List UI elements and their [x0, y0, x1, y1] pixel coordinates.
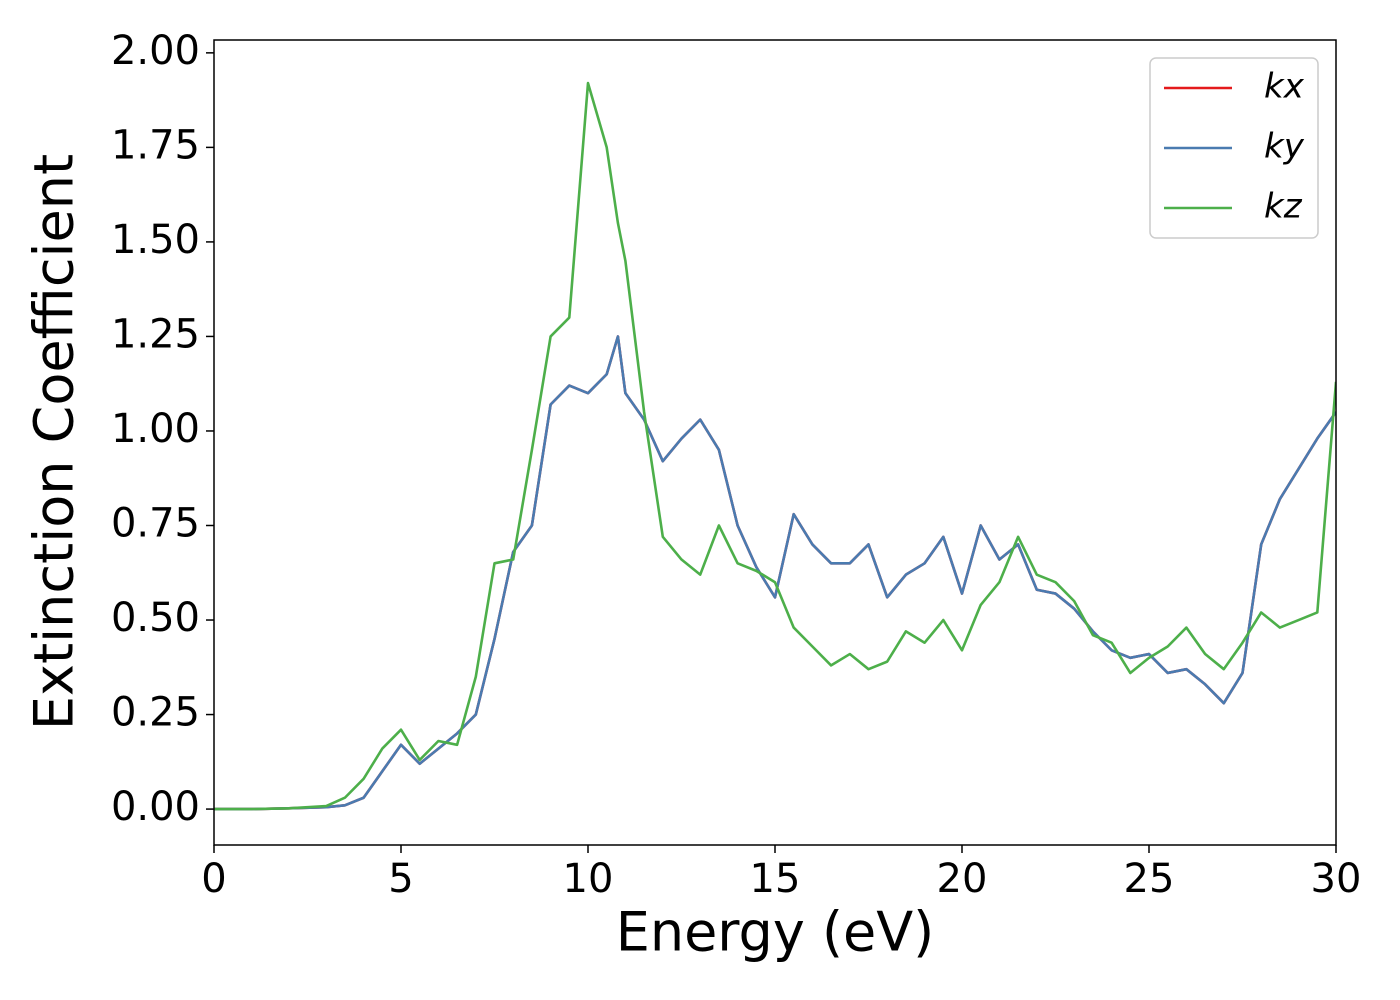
legend-label: kz — [1264, 187, 1303, 227]
y-tick-label: 1.00 — [111, 406, 200, 452]
x-tick-label: 25 — [1124, 856, 1175, 902]
x-axis-label: Energy (eV) — [616, 901, 935, 964]
y-tick-label: 2.00 — [111, 28, 200, 74]
x-tick-label: 5 — [388, 856, 413, 902]
series-line — [214, 81, 1336, 811]
legend-box — [1149, 57, 1319, 239]
x-tick-label: 30 — [1311, 856, 1362, 902]
y-tick-label: 0.75 — [111, 500, 200, 546]
y-tick-label: 0.00 — [111, 784, 200, 830]
plot-frame — [213, 39, 1337, 846]
y-tick-label: 1.75 — [111, 122, 200, 168]
series-line — [214, 335, 1336, 811]
y-axis-label: Extinction Coefficient — [23, 154, 86, 730]
y-tick-label: 0.50 — [111, 595, 200, 641]
y-tick-label: 1.50 — [111, 217, 200, 263]
x-tick-label: 10 — [563, 856, 614, 902]
y-tick-label: 1.25 — [111, 311, 200, 357]
legend-label: kx — [1264, 67, 1305, 107]
x-tick-label: 15 — [750, 856, 801, 902]
x-tick-label: 0 — [201, 856, 226, 902]
x-tick-label: 20 — [937, 856, 988, 902]
legend-label: ky — [1264, 127, 1305, 167]
y-tick-label: 0.25 — [111, 690, 200, 736]
